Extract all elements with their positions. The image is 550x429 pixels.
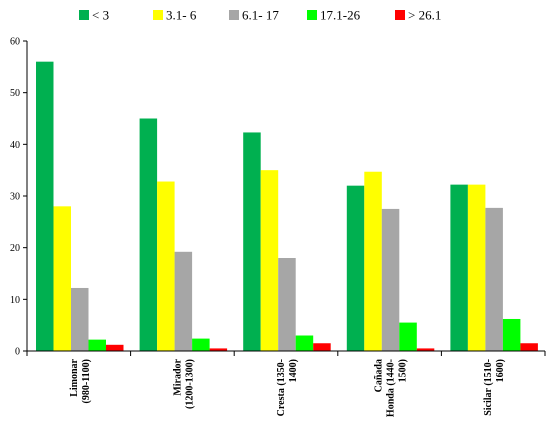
bar	[364, 171, 382, 351]
x-tick-label: Cañada Honda (1440- 1500)	[374, 359, 409, 417]
x-tick-label-line: (980-1100)	[81, 359, 92, 403]
legend-entry: < 3	[79, 8, 109, 23]
legend-swatch	[229, 10, 239, 20]
x-tick-label-line: Sicilar (1510-	[483, 359, 494, 416]
bar	[416, 348, 435, 351]
bar	[157, 181, 175, 351]
bar	[53, 206, 71, 351]
x-tick-label-line: 1600)	[495, 359, 506, 382]
legend-label: 17.1-26	[320, 8, 361, 23]
y-tick-label: 30	[10, 192, 20, 203]
legend: < 3 3.1- 6 6.1- 17 17.1-26 > 26.1	[79, 8, 441, 23]
x-tick-label-line: Cañada	[374, 359, 385, 392]
bar	[502, 318, 521, 351]
legend-swatch	[79, 10, 89, 20]
legend-entry: > 26.1	[395, 8, 441, 23]
x-tick-label: Limonar (980-1100)	[69, 358, 92, 403]
legend-entry: 17.1-26	[307, 8, 361, 23]
bar	[450, 184, 468, 351]
legend-label: 3.1- 6	[166, 8, 197, 23]
x-tick-label-line: 1400)	[288, 359, 299, 382]
bar	[485, 207, 503, 351]
y-tick-label: 60	[10, 37, 20, 48]
legend-entry: 6.1- 17	[229, 8, 279, 23]
bar	[399, 322, 417, 351]
bar	[243, 132, 261, 351]
bar	[520, 343, 538, 351]
bar	[381, 208, 400, 351]
y-tick-label: 50	[10, 88, 20, 99]
x-axis: Limonar (980-1100) Mirador (1200-1300) Crest…	[26, 350, 546, 417]
legend-swatch	[153, 10, 163, 20]
bar	[106, 344, 124, 351]
bar	[36, 61, 54, 352]
x-tick-label-line: 1500)	[398, 359, 409, 382]
bar	[313, 343, 331, 351]
bars	[36, 61, 538, 352]
bar	[346, 185, 365, 351]
legend-swatch	[395, 10, 405, 20]
bar	[139, 118, 158, 351]
x-tick-label: Sicilar (1510- 1600)	[483, 359, 506, 416]
x-tick-label-line: (1200-1300)	[184, 359, 195, 409]
bar	[88, 339, 106, 351]
bar	[467, 184, 486, 351]
x-tick-label-line: Mirador	[172, 358, 183, 395]
bar	[278, 258, 296, 351]
y-tick-label: 20	[10, 243, 20, 254]
bar	[260, 170, 279, 351]
x-tick-label-line: Honda (1440-	[386, 359, 397, 417]
bar	[174, 251, 193, 351]
bar	[192, 338, 210, 351]
bar	[71, 287, 89, 351]
x-tick-label-line: Limonar	[69, 358, 80, 396]
legend-label: < 3	[92, 8, 109, 23]
bar	[295, 335, 314, 351]
bar	[209, 348, 228, 351]
y-tick-label: 0	[15, 347, 20, 358]
y-tick-label: 10	[10, 295, 20, 306]
legend-entry: 3.1- 6	[153, 8, 197, 23]
legend-label: 6.1- 17	[242, 8, 279, 23]
legend-swatch	[307, 10, 317, 20]
y-axis: 0 10 20 30 40 50 60	[10, 37, 28, 358]
x-tick-label: Cresta (1350- 1400)	[276, 359, 299, 416]
x-tick-label: Mirador (1200-1300)	[172, 358, 195, 409]
x-tick-label-line: Cresta (1350-	[276, 359, 287, 416]
legend-label: > 26.1	[408, 8, 441, 23]
y-tick-label: 40	[10, 140, 20, 151]
